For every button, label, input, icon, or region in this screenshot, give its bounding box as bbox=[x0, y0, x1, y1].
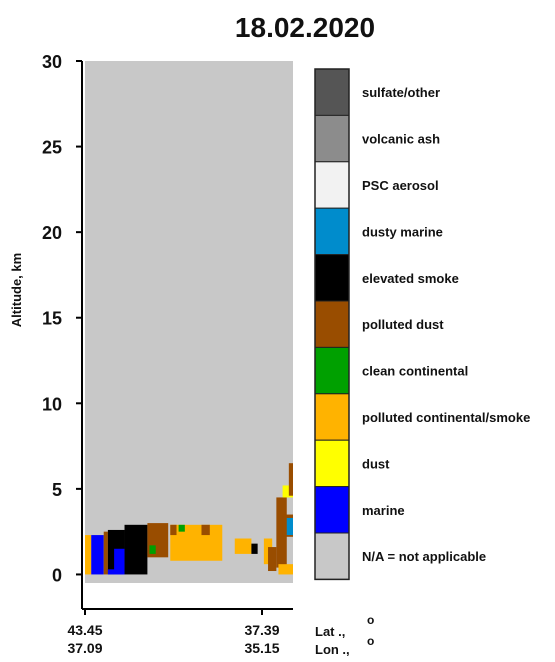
legend-label: polluted dust bbox=[362, 317, 444, 332]
legend-label: marine bbox=[362, 503, 405, 518]
legend-swatch bbox=[314, 532, 350, 580]
aerosol-layer-polluted-dust bbox=[288, 463, 293, 496]
aerosol-layer-dust bbox=[282, 485, 293, 498]
legend-swatch bbox=[314, 393, 350, 441]
x-axis-label-lon: Lon ., bbox=[315, 642, 350, 657]
chart-title: 18.02.2020 bbox=[235, 12, 375, 43]
aerosol-layer-dusty-marine bbox=[286, 517, 293, 536]
plot-background bbox=[85, 61, 293, 583]
legend-label: dust bbox=[362, 456, 390, 471]
legend-swatch bbox=[314, 114, 350, 163]
legend-label: PSC aerosol bbox=[362, 178, 439, 193]
legend-label: polluted continental/smoke bbox=[362, 410, 530, 425]
legend-label: volcanic ash bbox=[362, 132, 440, 147]
legend-swatch bbox=[314, 207, 350, 256]
aerosol-layer-polluted-continental-smoke bbox=[234, 538, 252, 554]
aerosol-layer-elevated-smoke bbox=[251, 543, 258, 554]
aerosol-layer-polluted-dust bbox=[201, 524, 210, 536]
legend-swatch bbox=[314, 486, 350, 534]
aerosol-layer-clean-continental bbox=[178, 524, 185, 532]
aerosol-layer-polluted-dust bbox=[276, 497, 287, 568]
y-tick-label: 5 bbox=[52, 480, 62, 500]
x-axis-label-lat: Lat ., bbox=[315, 624, 345, 639]
legend-swatch bbox=[314, 68, 350, 116]
lon-degree-symbol: o bbox=[367, 634, 374, 648]
aerosol-layer-polluted-dust bbox=[170, 524, 177, 536]
legend-label: clean continental bbox=[362, 364, 468, 379]
plot-area bbox=[85, 61, 293, 583]
lat-degree-symbol: o bbox=[367, 613, 374, 627]
legend-swatch bbox=[314, 161, 350, 209]
y-tick-label: 25 bbox=[42, 138, 62, 158]
aerosol-layer-marine bbox=[114, 548, 125, 575]
x-tick-label-lon: 37.09 bbox=[67, 640, 102, 656]
legend-label: dusty marine bbox=[362, 224, 443, 239]
y-tick-label: 30 bbox=[42, 52, 62, 72]
legend-frame bbox=[314, 68, 350, 581]
aerosol-layer-clean-continental bbox=[149, 545, 156, 554]
legend-swatch bbox=[314, 254, 350, 302]
legend-swatch bbox=[314, 439, 350, 488]
legend-label: elevated smoke bbox=[362, 271, 459, 286]
y-tick-label: 20 bbox=[42, 223, 62, 243]
aerosol-layer-polluted-continental-smoke bbox=[170, 524, 223, 561]
y-tick-label: 10 bbox=[42, 394, 62, 414]
x-tick-label-lat: 43.45 bbox=[67, 622, 102, 638]
aerosol-layer-polluted-dust bbox=[103, 531, 108, 575]
legend-swatch bbox=[314, 300, 350, 348]
aerosol-layer-polluted-continental-smoke bbox=[85, 535, 92, 575]
aerosol-layer-polluted-dust bbox=[268, 547, 277, 572]
aerosol-layer-elevated-smoke bbox=[124, 524, 148, 575]
x-tick-label-lon: 35.15 bbox=[244, 640, 279, 656]
aerosol-layer-marine bbox=[91, 535, 104, 575]
axes: 0 5 10 15 20 25 30 Altitude, km 43.45 37.09 37.39 3… bbox=[9, 52, 374, 657]
legend-swatch bbox=[314, 346, 350, 395]
y-axis-label: Altitude, km bbox=[9, 253, 24, 327]
aerosol-layer-polluted-continental-smoke bbox=[278, 564, 293, 575]
legend-label: sulfate/other bbox=[362, 85, 440, 100]
legend: sulfate/other volcanic ash PSC aerosol dust… bbox=[314, 68, 530, 581]
x-tick-label-lat: 37.39 bbox=[244, 622, 279, 638]
y-tick-label: 0 bbox=[52, 565, 62, 585]
legend-label: N/A = not applicable bbox=[362, 549, 486, 564]
y-tick-label: 15 bbox=[42, 309, 62, 329]
